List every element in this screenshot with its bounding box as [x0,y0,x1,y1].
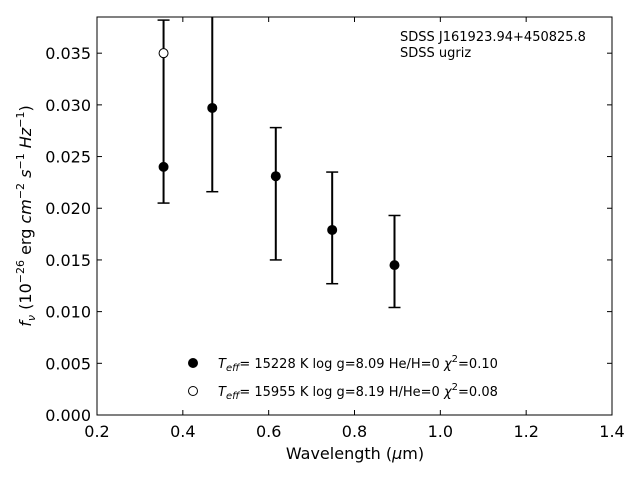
y-axis-title: fν (10−26 erg cm−2 s−1 Hz−1) [14,105,38,326]
x-tick-label: 0.2 [84,422,109,441]
x-tick-label: 0.4 [170,422,195,441]
plot-frame [96,16,613,416]
y-tick-label: 0.010 [45,303,91,322]
tick-group: 0.2 0.4 0.6 0.8 1.0 1.2 1.4 0.000 0.005 0.010 0.01… [45,17,625,441]
x-tick-label: 0.8 [342,422,367,441]
mark-group [157,17,401,309]
data-point-open [158,48,169,59]
y-tick-label: 0.035 [45,44,91,63]
data-point-filled [158,161,169,172]
annotation-object-name: SDSS J161923.94+450825.8 [400,30,586,45]
data-point-filled [207,102,218,113]
annotation-filter-set: SDSS ugriz [400,46,471,61]
x-tick-label: 1.4 [599,422,624,441]
x-tick-label: 1.0 [428,422,453,441]
x-tick-label: 1.2 [513,422,538,441]
y-tick-label: 0.000 [45,406,91,425]
y-tick-label: 0.020 [45,199,91,218]
data-point-filled [389,260,400,271]
legend-entry-open: Teff= 15955 K log g=8.19 H/He=0 χ2=0.08 [218,382,498,402]
x-tick-label: 0.6 [256,422,281,441]
y-tick-label: 0.005 [45,354,91,373]
data-point-filled [270,171,281,182]
legend-entry-filled: Teff= 15228 K log g=8.09 He/H=0 χ2=0.10 [218,354,498,374]
data-point-filled [327,224,338,235]
y-tick-label: 0.030 [45,96,91,115]
y-tick-label: 0.015 [45,251,91,270]
legend-marker-open [188,386,198,396]
legend-marker-filled [188,358,198,368]
x-axis-title: Wavelength (μm) [286,444,424,463]
y-tick-label: 0.025 [45,148,91,167]
